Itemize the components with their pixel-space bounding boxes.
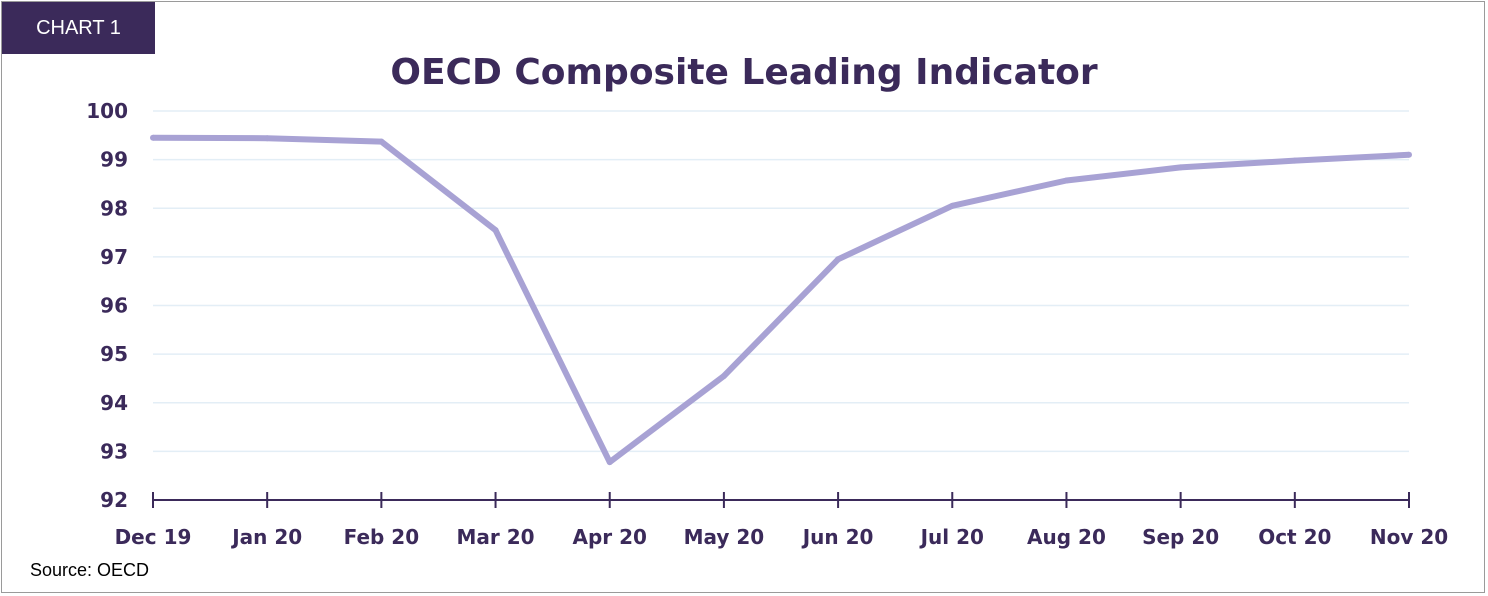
data-point — [1406, 151, 1412, 158]
x-tick-label: Apr 20 — [573, 525, 647, 549]
series-line — [152, 134, 1410, 466]
x-tick-label: Aug 20 — [1027, 525, 1106, 549]
data-point — [949, 202, 956, 209]
data-point — [606, 459, 613, 466]
x-tick-label: Sep 20 — [1142, 525, 1219, 549]
y-tick-label: 100 — [86, 99, 128, 123]
y-tick-label: 96 — [100, 294, 128, 318]
x-tick-label: Feb 20 — [344, 525, 420, 549]
x-tick-label: Jul 20 — [919, 525, 984, 549]
x-tick-label: Nov 20 — [1370, 525, 1448, 549]
x-tick-label: Jun 20 — [801, 525, 874, 549]
x-tick-label: May 20 — [684, 525, 765, 549]
y-tick-label: 93 — [100, 439, 128, 463]
data-point — [492, 227, 499, 234]
series-lines — [150, 134, 1412, 466]
data-point — [264, 135, 271, 142]
y-tick-label: 97 — [100, 245, 128, 269]
y-tick-label: 99 — [100, 148, 128, 172]
x-tick-label: Jan 20 — [230, 525, 302, 549]
x-axis: Dec 19 Jan 20 Feb 20 Mar 20 Apr 20 May 20 Jun … — [115, 492, 1448, 549]
data-point — [1291, 157, 1298, 164]
gridlines — [153, 110, 1409, 453]
source-note: Source: OECD — [30, 560, 150, 580]
data-point — [720, 373, 727, 380]
y-tick-label: 92 — [100, 488, 128, 512]
data-point — [1063, 177, 1070, 184]
y-tick-label: 94 — [100, 391, 128, 415]
y-axis-ticks: 92 93 94 95 96 97 98 99 100 — [86, 99, 128, 512]
x-tick-label: Dec 19 — [115, 525, 192, 549]
data-point — [150, 134, 156, 141]
y-tick-label: 95 — [100, 342, 128, 366]
y-tick-label: 98 — [100, 196, 128, 220]
x-tick-label: Oct 20 — [1258, 525, 1331, 549]
chart-title: OECD Composite Leading Indicator — [390, 52, 1098, 93]
x-tick-label: Mar 20 — [457, 525, 535, 549]
data-point — [835, 256, 842, 263]
data-point — [1177, 164, 1184, 171]
chart-number-tag: CHART 1 — [2, 2, 155, 54]
data-point — [378, 138, 385, 145]
